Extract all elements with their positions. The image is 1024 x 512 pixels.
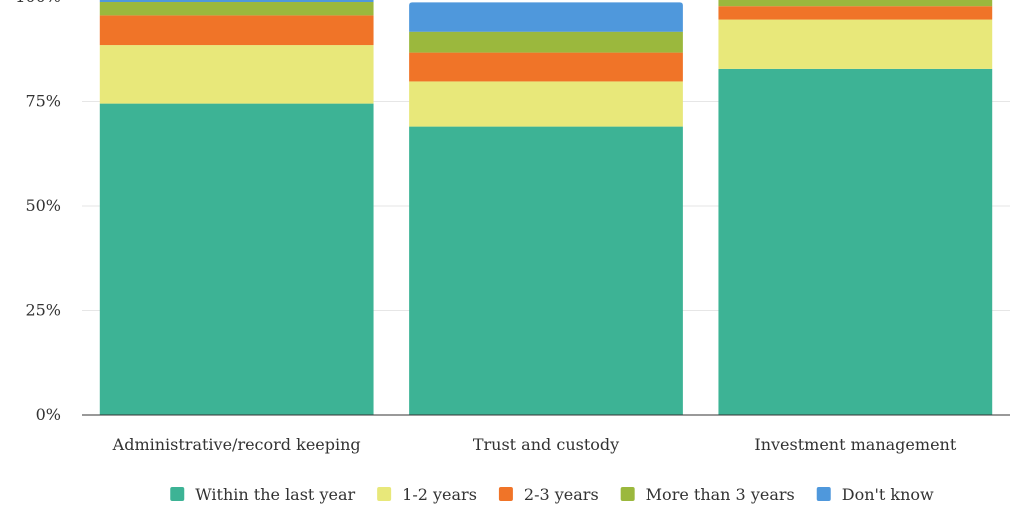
bar-segment[interactable] [99,15,374,46]
legend[interactable]: Within the last year 1-2 years 2-3 years Mo… [170,485,934,504]
legend-item[interactable]: Don't know [816,485,934,504]
legend-label: More than 3 years [646,485,795,504]
bars [99,0,993,416]
y-tick-label: 100% [15,0,61,6]
y-tick-label: 0% [36,405,61,424]
y-tick-label: 50% [25,196,61,215]
bar-segment[interactable] [718,19,993,69]
legend-label: Don't know [842,485,934,504]
x-category-label: Investment management [754,435,956,454]
legend-swatch [620,487,635,501]
legend-item[interactable]: 1-2 years [377,485,477,504]
legend-label: 1-2 years [402,485,477,504]
y-axis: 0% 25% 50% 75% 100% [15,0,61,424]
bar-segment[interactable] [718,6,993,20]
bar-segment[interactable] [99,45,374,104]
legend-swatch [498,487,513,501]
bar-segment[interactable] [409,81,683,127]
bar-segment[interactable] [409,126,683,415]
legend-item[interactable]: More than 3 years [620,485,795,504]
legend-item[interactable]: 2-3 years [498,485,599,504]
legend-item[interactable]: Within the last year [170,485,355,504]
legend-swatch [170,487,185,501]
x-axis: Administrative/record keeping Trust and c… [112,435,957,454]
y-tick-label: 25% [25,301,61,320]
bar-segment[interactable] [409,2,683,32]
y-tick-label: 75% [25,92,61,111]
legend-swatch [377,487,392,501]
x-category-label: Administrative/record keeping [112,435,361,454]
bar-segment[interactable] [99,2,374,16]
legend-swatch [816,487,831,501]
bar-segment[interactable] [718,68,993,416]
bar-segment[interactable] [99,0,374,3]
legend-label: 2-3 years [524,485,599,504]
bar-segment[interactable] [99,103,374,415]
bar-segment[interactable] [718,0,993,7]
x-category-label: Trust and custody [473,435,619,454]
bar-segment[interactable] [409,52,683,82]
bar-segment[interactable] [409,31,683,53]
legend-label: Within the last year [195,485,355,504]
